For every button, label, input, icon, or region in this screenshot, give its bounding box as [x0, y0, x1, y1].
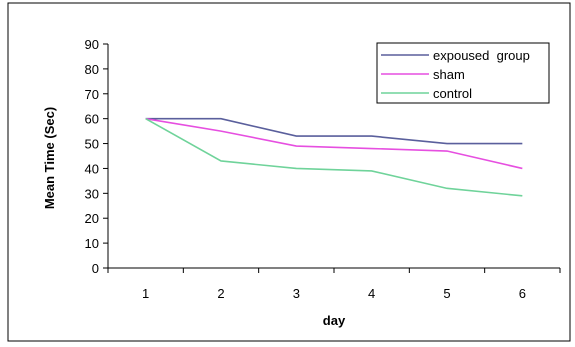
x-tick-label: 1 — [142, 286, 149, 301]
y-tick-label: 90 — [85, 37, 99, 52]
series-lines — [145, 117, 523, 197]
y-tick-label: 10 — [85, 236, 99, 251]
legend-label-sham: sham — [433, 67, 465, 82]
legend: expoused group sham control — [376, 42, 550, 104]
y-axis: 0 10 20 30 40 50 60 70 80 90 — [85, 37, 109, 276]
x-tick-label: 4 — [368, 286, 375, 301]
y-tick-label: 20 — [85, 211, 99, 226]
x-tick-label: 6 — [519, 286, 526, 301]
x-tick-label: 3 — [293, 286, 300, 301]
x-axis-title: day — [323, 313, 346, 328]
legend-label-control: control — [433, 86, 472, 101]
series-line-sham — [145, 117, 523, 170]
y-tick-label: 70 — [85, 87, 99, 102]
y-tick-label: 60 — [85, 112, 99, 127]
y-tick-label: 30 — [85, 186, 99, 201]
legend-label-expoused-group: expoused group — [433, 48, 530, 63]
x-axis: 1 2 3 4 5 6 — [107, 267, 561, 301]
y-tick-label: 80 — [85, 62, 99, 77]
y-axis-title: Mean Time (Sec) — [42, 107, 57, 209]
series-line-control — [145, 117, 523, 197]
y-tick-label: 0 — [92, 261, 99, 276]
x-tick-label: 2 — [217, 286, 224, 301]
y-tick-label: 40 — [85, 161, 99, 176]
y-tick-label: 50 — [85, 137, 99, 152]
series-line-expoused-group — [145, 117, 523, 145]
x-tick-label: 5 — [443, 286, 450, 301]
